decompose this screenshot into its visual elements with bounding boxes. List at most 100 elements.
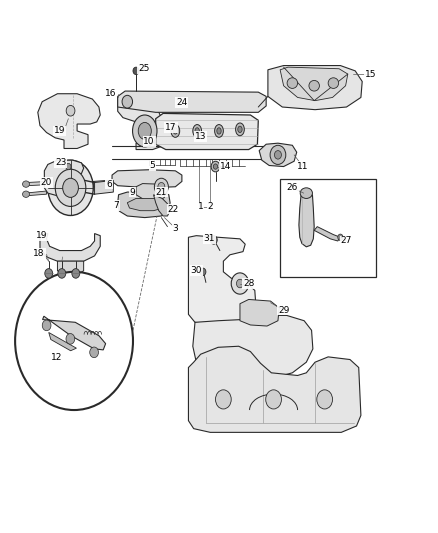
Text: 20: 20 [41, 178, 52, 187]
Ellipse shape [195, 128, 199, 134]
Polygon shape [188, 346, 361, 432]
Polygon shape [193, 316, 313, 381]
Text: 27: 27 [341, 237, 352, 246]
Text: 19: 19 [36, 231, 48, 240]
Ellipse shape [215, 390, 231, 409]
Ellipse shape [211, 161, 220, 172]
Polygon shape [268, 66, 362, 110]
Polygon shape [118, 192, 170, 217]
Polygon shape [25, 191, 46, 196]
Ellipse shape [66, 188, 71, 194]
Ellipse shape [122, 95, 133, 108]
Polygon shape [299, 195, 314, 247]
Polygon shape [127, 198, 164, 211]
Polygon shape [38, 94, 100, 149]
Text: 16: 16 [105, 89, 117, 98]
Text: 22: 22 [167, 205, 179, 214]
Ellipse shape [300, 188, 312, 198]
Ellipse shape [90, 347, 99, 358]
Polygon shape [136, 183, 164, 201]
Text: 26: 26 [286, 183, 298, 192]
Ellipse shape [237, 279, 244, 288]
Text: 28: 28 [243, 279, 254, 288]
Text: 17: 17 [165, 123, 177, 132]
Text: 11: 11 [297, 162, 309, 171]
Ellipse shape [138, 123, 151, 140]
Ellipse shape [236, 123, 244, 136]
Ellipse shape [66, 106, 75, 116]
Text: 10: 10 [143, 137, 155, 146]
Ellipse shape [22, 191, 29, 197]
Text: 30: 30 [191, 266, 202, 275]
Text: 21: 21 [155, 188, 167, 197]
Ellipse shape [231, 273, 249, 294]
Ellipse shape [266, 390, 282, 409]
Polygon shape [118, 91, 266, 112]
Ellipse shape [309, 80, 319, 91]
Text: 6: 6 [106, 180, 112, 189]
Ellipse shape [275, 151, 282, 159]
Ellipse shape [58, 269, 66, 278]
Ellipse shape [66, 334, 75, 344]
Polygon shape [112, 169, 182, 188]
Text: 7: 7 [113, 201, 119, 210]
Text: 31: 31 [204, 235, 215, 244]
Ellipse shape [55, 169, 86, 206]
Polygon shape [40, 233, 100, 261]
Polygon shape [188, 236, 256, 326]
Polygon shape [118, 92, 174, 150]
Ellipse shape [217, 128, 221, 134]
Ellipse shape [210, 236, 217, 244]
Ellipse shape [63, 178, 78, 197]
Ellipse shape [15, 272, 133, 410]
Polygon shape [259, 143, 297, 166]
Polygon shape [44, 160, 84, 196]
Text: 23: 23 [55, 158, 67, 167]
Text: 1: 1 [198, 203, 204, 212]
Ellipse shape [72, 269, 80, 278]
Text: 24: 24 [176, 98, 187, 107]
Ellipse shape [133, 115, 157, 147]
Ellipse shape [213, 164, 218, 169]
Ellipse shape [270, 146, 286, 165]
Text: 15: 15 [365, 70, 377, 78]
Ellipse shape [45, 269, 53, 278]
Polygon shape [153, 195, 170, 216]
Polygon shape [95, 180, 113, 194]
Ellipse shape [200, 268, 206, 276]
Polygon shape [93, 180, 112, 188]
Ellipse shape [317, 390, 332, 409]
Ellipse shape [48, 160, 93, 215]
Polygon shape [240, 300, 279, 326]
Ellipse shape [171, 125, 180, 138]
Text: 9: 9 [130, 188, 135, 197]
Text: 3: 3 [173, 224, 178, 233]
Text: 5: 5 [150, 161, 155, 170]
Ellipse shape [193, 125, 201, 138]
Ellipse shape [287, 78, 297, 88]
Text: 19: 19 [54, 126, 65, 135]
Ellipse shape [66, 164, 71, 169]
Text: 14: 14 [220, 162, 231, 171]
Text: 13: 13 [195, 132, 206, 141]
Polygon shape [155, 114, 258, 150]
Ellipse shape [154, 178, 168, 195]
Bar [280, 179, 376, 277]
Polygon shape [49, 333, 76, 351]
Ellipse shape [215, 125, 223, 138]
Text: 12: 12 [51, 353, 62, 362]
Polygon shape [42, 316, 106, 350]
Ellipse shape [173, 128, 177, 134]
Polygon shape [57, 261, 84, 276]
Ellipse shape [338, 234, 343, 240]
Polygon shape [27, 181, 48, 185]
Ellipse shape [42, 320, 51, 330]
Ellipse shape [158, 182, 165, 191]
Ellipse shape [238, 126, 242, 133]
Text: 18: 18 [33, 249, 45, 258]
Polygon shape [314, 227, 340, 241]
Ellipse shape [328, 78, 339, 88]
Ellipse shape [133, 67, 139, 75]
Ellipse shape [22, 181, 29, 187]
Text: 29: 29 [278, 305, 290, 314]
